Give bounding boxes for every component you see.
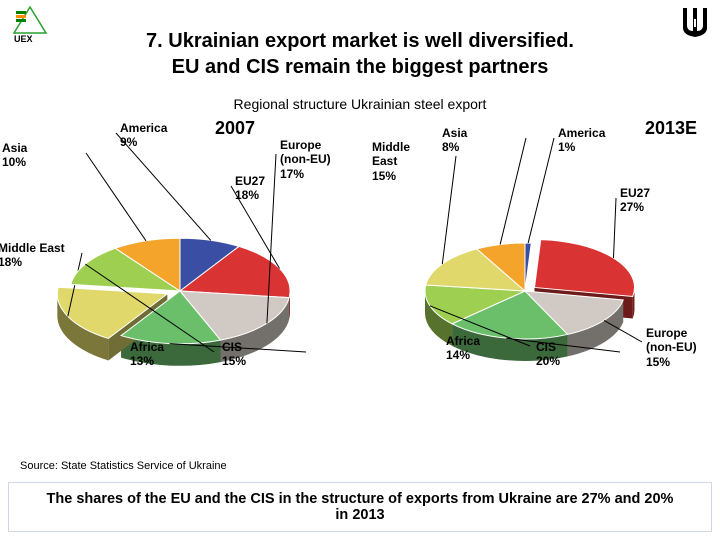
slice-label: Europe(non-EU)15% xyxy=(646,326,697,369)
slice-label: Africa13% xyxy=(130,340,164,369)
slice-label: Africa14% xyxy=(446,334,480,363)
svg-text:UEX: UEX xyxy=(14,34,33,43)
source-text: Source: State Statistics Service of Ukra… xyxy=(20,460,227,472)
conclusion-text: The shares of the EU and the CIS in the … xyxy=(39,491,681,523)
slice-label: EU2727% xyxy=(620,186,650,215)
chart-subtitle: Regional structure Ukrainian steel expor… xyxy=(0,88,720,116)
slice-label: America9% xyxy=(120,121,167,150)
slice-label: Asia8% xyxy=(442,126,467,155)
pie-chart-right xyxy=(0,116,720,426)
slice-label: Asia10% xyxy=(2,141,27,170)
slice-label: MiddleEast15% xyxy=(372,140,410,183)
slice-label: CIS15% xyxy=(222,340,246,369)
conclusion-box: The shares of the EU and the CIS in the … xyxy=(8,482,712,532)
uex-logo: UEX xyxy=(10,5,50,48)
slice-label: America1% xyxy=(558,126,605,155)
title-line-2: EU and CIS remain the biggest partners xyxy=(172,56,549,78)
slice-label: EU2718% xyxy=(235,174,265,203)
title-line-1: 7. Ukrainian export market is well diver… xyxy=(146,30,574,52)
pie-slice xyxy=(534,240,634,297)
slice-label: CIS20% xyxy=(536,340,560,369)
slice-label: Europe(non-EU)17% xyxy=(280,138,331,181)
charts-area: 2007 2013E America9%EU2718%Europe(non-EU… xyxy=(0,116,720,426)
trident-logo xyxy=(680,5,710,44)
slide-title: 7. Ukrainian export market is well diver… xyxy=(0,0,720,88)
slice-label: Middle East18% xyxy=(0,241,65,270)
pie-slice xyxy=(525,243,531,291)
